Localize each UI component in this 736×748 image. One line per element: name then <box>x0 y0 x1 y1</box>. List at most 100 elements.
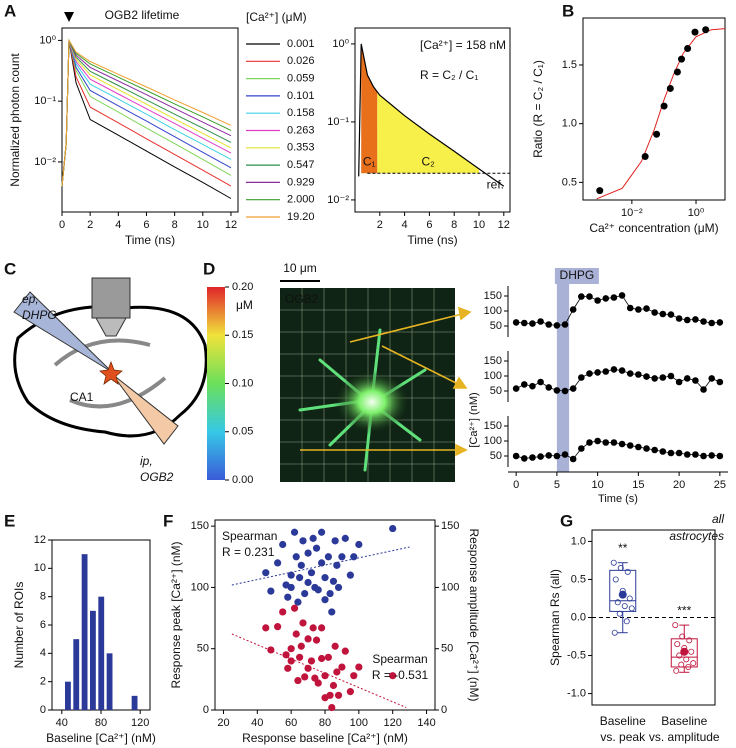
y-tick-label: 10⁻² <box>34 156 56 168</box>
legend-label: 0.929 <box>287 176 315 188</box>
data-point <box>304 549 312 557</box>
data-point <box>624 568 631 575</box>
trace-point <box>537 318 544 325</box>
data-point <box>299 537 307 545</box>
data-point <box>673 68 681 76</box>
data-point <box>355 540 363 549</box>
reference-label: ref. <box>487 177 504 191</box>
trace-point <box>700 452 707 460</box>
legend-label: 0.101 <box>287 90 315 102</box>
x-axis-label: Ca²⁺ concentration (μM) <box>589 221 718 235</box>
trace-point <box>569 385 577 392</box>
x-tick-label: 10 <box>592 479 604 491</box>
data-point <box>328 703 336 712</box>
chart-title: OGB2 lifetime <box>105 8 180 22</box>
y-tick-label: -1.0 <box>567 687 586 699</box>
diagram-label: CA1 <box>70 390 94 404</box>
plot-frame <box>354 27 511 213</box>
data-point <box>628 605 635 612</box>
data-point <box>318 624 326 632</box>
data-point <box>672 622 679 629</box>
trace-point <box>594 297 601 304</box>
trace-point <box>716 319 724 326</box>
data-point <box>328 608 336 616</box>
y2-tick-label: 100 <box>441 581 459 593</box>
panel-label: D <box>203 259 215 278</box>
colorbar-tick-label: 0.15 <box>232 329 253 341</box>
data-point <box>685 663 692 670</box>
trace-point <box>708 452 716 459</box>
trace-point <box>586 439 593 446</box>
data-point <box>346 571 354 579</box>
trace-point <box>594 369 601 376</box>
scale-bar-label: 10 μm <box>283 261 317 275</box>
y2-tick-label: 150 <box>441 520 459 532</box>
y-tick-label: 4 <box>40 647 46 659</box>
bar <box>73 639 80 710</box>
data-point <box>296 574 304 582</box>
data-point <box>274 623 282 631</box>
trend-line <box>231 633 407 708</box>
data-point <box>702 26 710 34</box>
data-point <box>679 633 686 640</box>
x-tick-label: 60 <box>285 717 297 729</box>
annotation: R = -0.531 <box>372 668 429 682</box>
data-point <box>284 664 292 672</box>
legend-label: 0.263 <box>287 124 315 136</box>
trace-point <box>651 446 658 454</box>
trace-point <box>512 385 520 392</box>
fluorescence-image <box>207 280 472 482</box>
data-point <box>287 657 295 665</box>
category-label: Baseline <box>661 714 707 728</box>
trace-point <box>545 384 553 391</box>
legend-label: 0.001 <box>287 38 315 50</box>
data-point <box>284 593 292 601</box>
legend-label: 0.026 <box>287 55 315 67</box>
trace-point <box>594 437 601 445</box>
data-point <box>318 654 326 663</box>
diagram-label: DHPG <box>22 308 57 322</box>
x-tick-label: 40 <box>56 717 68 729</box>
decay-line <box>61 40 232 199</box>
legend-label: 0.353 <box>287 142 315 154</box>
x-tick-label: 10 <box>197 219 209 231</box>
y-tick-label: 10⁻¹ <box>34 95 56 107</box>
data-point <box>287 645 295 653</box>
y-tick-label: 100 <box>484 305 502 317</box>
data-point <box>612 576 619 583</box>
trace-point <box>578 374 585 381</box>
data-point <box>282 651 290 659</box>
significance: ** <box>618 541 628 555</box>
panel-label: C <box>4 259 16 278</box>
trace-point <box>659 374 667 381</box>
x-axis-label: Baseline [Ca²⁺] (nM) <box>46 731 156 745</box>
y-tick-label: 0 <box>203 704 209 716</box>
y-axis-label: Number of ROIs <box>12 582 26 669</box>
category-label: vs. peak <box>600 730 646 744</box>
y-tick-label: 150 <box>191 520 209 532</box>
data-point <box>309 534 317 542</box>
y-tick-label: 0 <box>40 704 46 716</box>
x-tick-label: 80 <box>95 717 107 729</box>
data-point <box>318 559 326 567</box>
data-point <box>287 571 295 579</box>
y-tick-label: 6 <box>40 619 46 631</box>
trace-point <box>651 309 658 316</box>
trace-point <box>602 439 610 446</box>
bar <box>98 596 105 710</box>
bar <box>106 653 113 710</box>
panel-label: F <box>163 511 173 530</box>
trace-point <box>626 442 634 449</box>
panel-label: A <box>4 1 16 20</box>
trace-point <box>537 378 544 386</box>
x-axis-label: Time (ns) <box>407 233 457 247</box>
band-label-box <box>554 268 599 284</box>
data-point <box>389 524 397 533</box>
data-point <box>329 577 338 585</box>
data-point <box>350 672 358 680</box>
image-label: OGB2 <box>285 292 319 306</box>
y-axis-label: Ratio (R = C₂ / C₁) <box>531 60 545 158</box>
x-tick-label: 5 <box>554 479 560 491</box>
panel-label: B <box>562 1 574 20</box>
